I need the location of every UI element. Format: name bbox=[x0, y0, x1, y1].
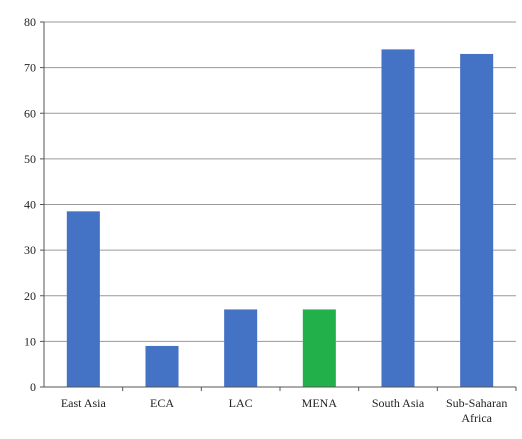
y-tick-label: 30 bbox=[24, 243, 36, 257]
y-tick-label: 70 bbox=[24, 61, 36, 75]
y-tick-label: 20 bbox=[24, 289, 36, 303]
gridlines bbox=[40, 21, 516, 388]
x-category-label: Sub-Saharan Africa bbox=[446, 396, 507, 425]
x-category-label: LAC bbox=[229, 396, 253, 410]
y-tick-label: 80 bbox=[24, 15, 36, 29]
bar-lac bbox=[224, 309, 258, 387]
y-tick-label: 40 bbox=[24, 198, 36, 212]
x-category-label: East Asia bbox=[61, 396, 107, 410]
x-axis-category-labels: East Asia ECA LAC MENA South Asia Sub-Saharan… bbox=[61, 396, 507, 425]
y-tick-label: 0 bbox=[30, 380, 36, 394]
bar-south-asia bbox=[381, 49, 415, 387]
bars bbox=[66, 49, 494, 387]
y-axis-tick-labels: 0 10 20 30 40 50 60 70 80 bbox=[24, 15, 36, 394]
y-tick-label: 10 bbox=[24, 334, 36, 348]
bar-eca bbox=[145, 345, 179, 387]
bar-east-asia bbox=[66, 211, 100, 387]
axes bbox=[43, 22, 517, 391]
x-category-label: ECA bbox=[150, 396, 174, 410]
y-tick-label: 60 bbox=[24, 106, 36, 120]
x-category-label: MENA bbox=[302, 396, 338, 410]
bar-sub-saharan-africa bbox=[460, 53, 494, 387]
bar-mena bbox=[302, 309, 336, 387]
y-tick-label: 50 bbox=[24, 152, 36, 166]
x-category-label: South Asia bbox=[372, 396, 425, 410]
